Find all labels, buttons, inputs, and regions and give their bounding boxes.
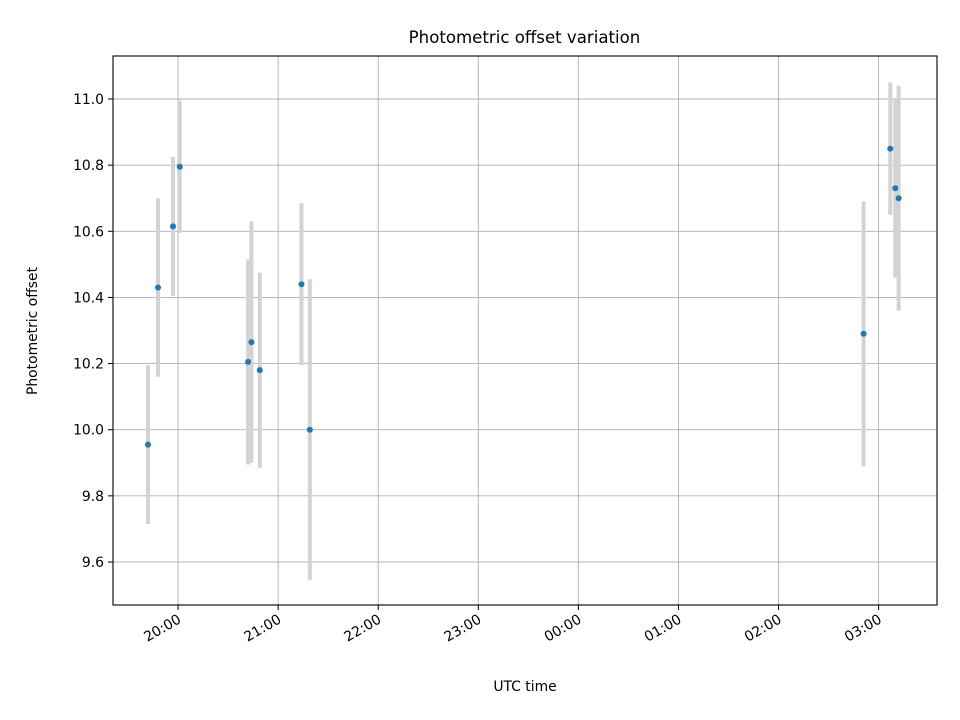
- data-point: [887, 145, 894, 152]
- x-tick-label: 22:00: [342, 612, 385, 646]
- x-tick-label: 20:00: [141, 612, 184, 646]
- plot-frame: [112, 55, 938, 606]
- data-point: [170, 223, 177, 230]
- y-tick-label: 10.4: [73, 290, 104, 306]
- data-point: [145, 441, 152, 448]
- y-axis-ticks: 9.6 9.8 10.0 10.2 10.4 10.6 10.8 11.0: [73, 92, 113, 571]
- y-tick-label: 10.2: [73, 357, 104, 373]
- y-tick-label: 10.8: [73, 158, 104, 174]
- data-point: [248, 339, 255, 346]
- data-point: [155, 284, 162, 291]
- data-point: [895, 195, 902, 202]
- x-tick-label: 00:00: [542, 612, 585, 646]
- x-tick-label: 03:00: [842, 612, 885, 646]
- data-point: [860, 330, 867, 337]
- data-point: [176, 163, 183, 170]
- data-point: [245, 358, 252, 365]
- data-point: [256, 367, 263, 374]
- x-tick-label: 21:00: [241, 612, 284, 646]
- data-point: [306, 426, 313, 433]
- x-axis-label: UTC time: [493, 679, 556, 695]
- y-tick-label: 9.6: [82, 555, 104, 571]
- data-point: [892, 185, 899, 192]
- error-bars: [146, 82, 901, 581]
- y-tick-label: 10.6: [73, 224, 104, 240]
- y-tick-label: 9.8: [82, 489, 104, 505]
- x-axis-ticks: 20:00 21:00 22:00 23:00 00:00 01:00 02:00 03:00: [141, 605, 885, 646]
- y-tick-label: 11.0: [73, 92, 104, 108]
- grid: [113, 56, 937, 605]
- chart-title: Photometric offset variation: [409, 28, 641, 47]
- x-tick-label: 01:00: [642, 612, 685, 646]
- x-tick-label: 23:00: [442, 612, 485, 646]
- data-points: [145, 145, 902, 448]
- y-axis-label: Photometric offset: [25, 266, 41, 395]
- y-tick-label: 10.0: [73, 423, 104, 439]
- x-tick-label: 02:00: [742, 612, 785, 646]
- data-point: [298, 281, 305, 288]
